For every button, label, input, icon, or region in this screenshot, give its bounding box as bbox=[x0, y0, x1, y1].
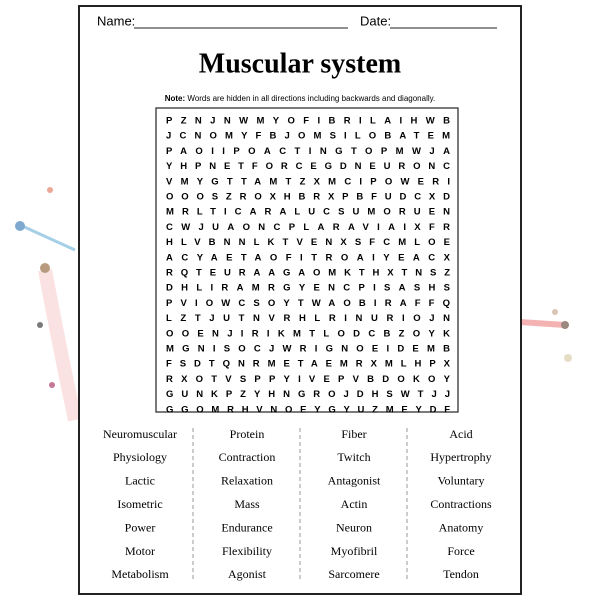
word-list: Neuromuscular Physiology Lactic Isometric Po… bbox=[103, 427, 492, 582]
word: Contractions bbox=[430, 497, 492, 511]
date-label: Date: bbox=[360, 13, 391, 28]
word: Twitch bbox=[337, 450, 370, 464]
word: Neuron bbox=[336, 520, 372, 534]
grid-row: PAOIIPOACTINGTOPMWJA bbox=[166, 146, 450, 157]
word: Physiology bbox=[113, 450, 167, 464]
grid-row: MRLTICARALUCSUMORUEN bbox=[166, 207, 450, 218]
word: Contraction bbox=[219, 450, 276, 464]
word: Metabolism bbox=[111, 567, 169, 581]
word: Myofibril bbox=[331, 544, 378, 558]
note-text: Words are hidden in all directions inclu… bbox=[187, 94, 435, 103]
word: Antagonist bbox=[328, 474, 381, 488]
word: Flexibility bbox=[222, 544, 272, 558]
grid-row: PZNJNWMYOFIBRILAIHWB bbox=[166, 116, 450, 127]
word: Isometric bbox=[117, 497, 162, 511]
page-border bbox=[78, 5, 522, 595]
name-label: Name: bbox=[97, 13, 135, 28]
word: Endurance bbox=[221, 520, 272, 534]
note: Note: Words are hidden in all directions… bbox=[165, 94, 436, 103]
word: Power bbox=[125, 520, 156, 534]
grid-row: RXOTVSPPYIVEPVBDOKOY bbox=[166, 374, 451, 385]
word: Tendon bbox=[443, 567, 479, 581]
word: Acid bbox=[449, 427, 472, 441]
word: Neuromuscular bbox=[103, 427, 177, 441]
word: Sarcomere bbox=[328, 567, 379, 581]
word: Relaxation bbox=[221, 474, 273, 488]
word: Agonist bbox=[228, 567, 267, 581]
word: Fiber bbox=[341, 427, 366, 441]
word: Protein bbox=[230, 427, 265, 441]
word: Lactic bbox=[125, 474, 155, 488]
grid-row: CWJUAONCPLARAVIAIXFR bbox=[166, 222, 450, 233]
word: Mass bbox=[234, 497, 260, 511]
word: Anatomy bbox=[439, 520, 484, 534]
word: Actin bbox=[341, 497, 368, 511]
word: Hypertrophy bbox=[430, 450, 491, 464]
note-label: Note: bbox=[165, 94, 185, 103]
word: Voluntary bbox=[437, 474, 484, 488]
word: Motor bbox=[125, 544, 155, 558]
title: Muscular system bbox=[199, 48, 401, 79]
background-decoration bbox=[15, 187, 572, 422]
word: Force bbox=[447, 544, 474, 558]
grid-box bbox=[155, 107, 459, 413]
